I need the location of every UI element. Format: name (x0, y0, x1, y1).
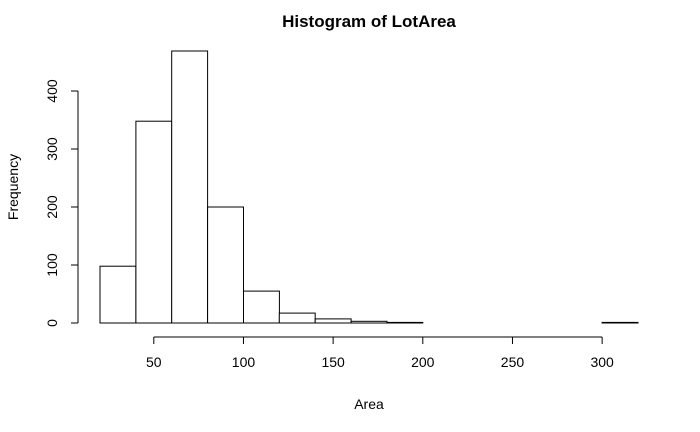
histogram-bar (135, 120, 173, 324)
histogram-bar (207, 206, 245, 324)
x-tick-label: 200 (411, 354, 435, 370)
y-axis-label: Frequency (5, 154, 21, 220)
y-tick-label: 300 (44, 137, 60, 161)
x-tick-label: 50 (146, 354, 162, 370)
y-axis: 0 100 200 300 400 (44, 79, 79, 327)
x-tick-label: 300 (590, 354, 614, 370)
histogram-bar (171, 50, 209, 324)
x-axis-label: Area (354, 396, 384, 412)
histogram-bar (99, 265, 137, 324)
histogram-bars (99, 50, 639, 324)
x-axis: 50 100 150 200 250 300 (146, 336, 614, 370)
histogram-bar (386, 321, 424, 324)
x-tick-label: 100 (232, 354, 256, 370)
histogram-bar (601, 321, 639, 324)
x-tick-label: 150 (321, 354, 345, 370)
y-tick-label: 200 (44, 195, 60, 219)
histogram-bar (243, 290, 280, 324)
y-tick-label: 100 (44, 253, 60, 277)
histogram-bar (278, 312, 316, 324)
histogram-bar (314, 318, 352, 324)
y-tick-label: 0 (44, 319, 60, 327)
y-tick-label: 400 (44, 79, 60, 103)
x-tick-label: 250 (501, 354, 525, 370)
histogram-bar (350, 320, 388, 324)
chart-title: Histogram of LotArea (282, 12, 456, 31)
